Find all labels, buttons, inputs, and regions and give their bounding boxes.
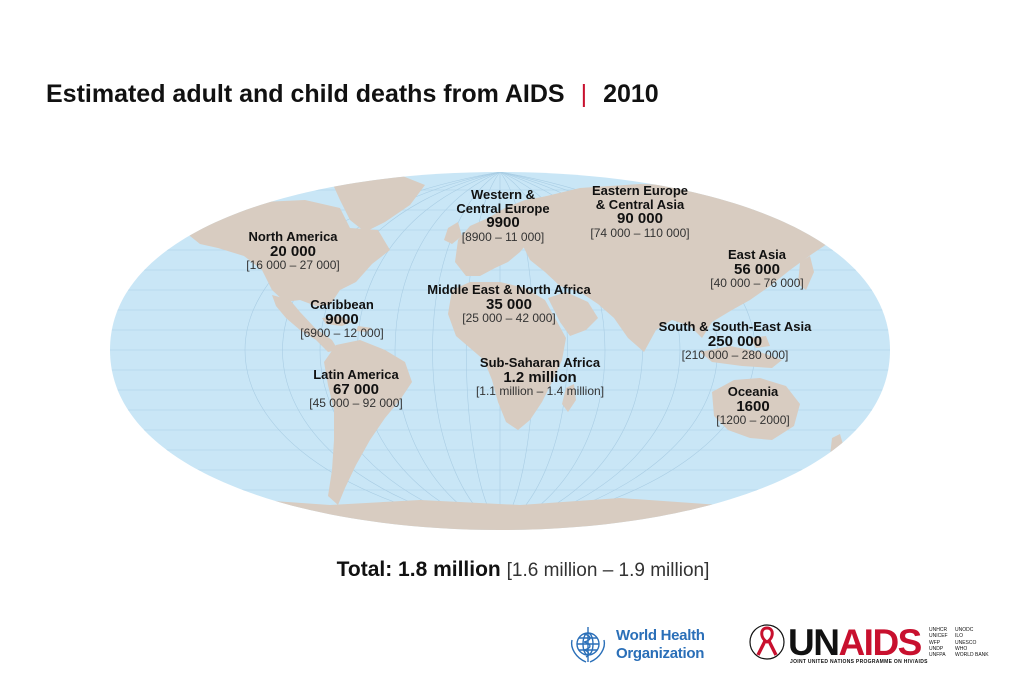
region-name: Middle East & North Africa xyxy=(427,282,591,297)
region-label-east-asia: East Asia 56 000 [40 000 – 76 000] xyxy=(710,248,803,290)
caribbean-islands-shape xyxy=(322,316,372,332)
sponsor-item: WFP xyxy=(929,639,941,646)
unaids-aids: AIDS xyxy=(838,622,922,663)
region-name: Eastern Europe & Central Asia xyxy=(591,183,689,212)
japan-shape xyxy=(798,256,814,290)
region-name: East Asia xyxy=(727,247,787,262)
region-range: [16 000 – 27 000] xyxy=(246,258,340,273)
who-logo: World Health Organization xyxy=(566,622,706,666)
region-name: Oceania xyxy=(727,384,779,399)
total-label: Total: 1.8 million xyxy=(336,558,501,581)
region-value: 9000 xyxy=(325,310,359,328)
region-range: [8900 – 11 000] xyxy=(461,230,545,245)
region-range: [6900 – 12 000] xyxy=(300,326,384,341)
region-name: Sub-Saharan Africa xyxy=(479,355,601,370)
region-value: 90 000 xyxy=(617,210,663,228)
unaids-tagline: JOINT UNITED NATIONS PROGRAMME ON HIV/AI… xyxy=(790,659,928,665)
asia-shape xyxy=(522,184,840,352)
north-america-shape xyxy=(180,200,390,306)
page-title: Estimated adult and child deaths from AI… xyxy=(46,80,659,109)
madagascar-shape xyxy=(562,384,576,412)
australia-shape xyxy=(712,378,800,440)
region-label-western-central-europe: Western & Central Europe 9900 [8900 – 11… xyxy=(456,188,549,244)
region-name: Latin America xyxy=(313,367,399,382)
red-ribbon-icon xyxy=(749,624,785,660)
sponsor-item: WHO xyxy=(955,645,968,652)
region-name: Western & Central Europe xyxy=(456,187,550,216)
south-america-shape xyxy=(324,340,412,505)
unaids-sponsors: UNHCR UNODC UNICEF ILO WFP UNESCO UNDP W… xyxy=(929,627,989,658)
sponsor-item: WORLD BANK xyxy=(955,652,989,658)
region-name: North America xyxy=(248,229,338,244)
region-value: 250 000 xyxy=(707,332,763,350)
greenland-shape xyxy=(330,175,425,232)
region-value: 35 000 xyxy=(486,295,532,313)
region-name: Caribbean xyxy=(310,297,374,312)
sponsor-item: UNDP xyxy=(929,645,944,652)
title-year: 2010 xyxy=(603,80,659,108)
region-value: 56 000 xyxy=(734,260,780,278)
who-emblem-icon xyxy=(570,627,606,663)
region-range: [74 000 – 110 000] xyxy=(590,226,690,241)
central-america-shape xyxy=(272,295,338,352)
total-summary: Total: 1.8 million [1.6 million – 1.9 mi… xyxy=(0,558,1023,582)
region-range: [25 000 – 42 000] xyxy=(462,311,556,326)
southeast-asia-islands-shape xyxy=(700,336,782,368)
sponsor-item: UNHCR xyxy=(929,627,948,633)
unaids-logo: UNAIDS JOINT UNITED NATIONS PROGRAMME ON… xyxy=(748,620,998,668)
region-range: [45 000 – 92 000] xyxy=(309,396,403,411)
who-name-line1: World Health xyxy=(616,627,705,644)
sponsor-item: UNFPA xyxy=(929,652,946,658)
uk-shape xyxy=(444,222,462,244)
sponsor-item: ILO xyxy=(955,633,964,640)
arabia-shape xyxy=(548,292,598,336)
region-range: [210 000 – 280 000] xyxy=(681,348,789,363)
sponsor-item: UNESCO xyxy=(955,639,977,646)
sponsor-item: UNICEF xyxy=(929,633,948,640)
title-separator: | xyxy=(580,80,588,108)
region-range: [40 000 – 76 000] xyxy=(710,276,804,291)
region-label-middle-east-north-africa: Middle East & North Africa 35 000 [25 00… xyxy=(427,283,590,325)
sponsor-item: UNODC xyxy=(955,627,974,633)
region-value: 20 000 xyxy=(270,242,316,260)
region-value: 1.2 million xyxy=(503,368,577,386)
region-range: [1.1 million – 1.4 million] xyxy=(475,384,605,399)
region-range: [1200 – 2000] xyxy=(716,413,790,428)
unaids-un: UN xyxy=(788,622,840,663)
region-label-sub-saharan-africa: Sub-Saharan Africa 1.2 million [1.1 mill… xyxy=(476,356,604,398)
region-label-south-southeast-asia: South & South-East Asia 250 000 [210 000… xyxy=(659,320,812,362)
africa-shape xyxy=(448,282,566,430)
region-label-oceania: Oceania 1600 [1200 – 2000] xyxy=(716,385,789,427)
region-label-latin-america: Latin America 67 000 [45 000 – 92 000] xyxy=(309,368,402,410)
region-label-north-america: North America 20 000 [16 000 – 27 000] xyxy=(246,230,339,272)
who-name-line2: Organization xyxy=(616,645,705,662)
total-range: [1.6 million – 1.9 million] xyxy=(506,560,710,581)
region-name: South & South-East Asia xyxy=(658,319,812,334)
region-label-caribbean: Caribbean 9000 [6900 – 12 000] xyxy=(300,298,383,340)
unaids-wordmark: UNAIDS xyxy=(788,622,922,664)
region-value: 1600 xyxy=(736,397,770,415)
region-label-eastern-europe-central-asia: Eastern Europe & Central Asia 90 000 [74… xyxy=(590,184,689,240)
title-text: Estimated adult and child deaths from AI… xyxy=(46,80,565,108)
region-value: 9900 xyxy=(486,214,520,232)
region-value: 67 000 xyxy=(333,380,379,398)
